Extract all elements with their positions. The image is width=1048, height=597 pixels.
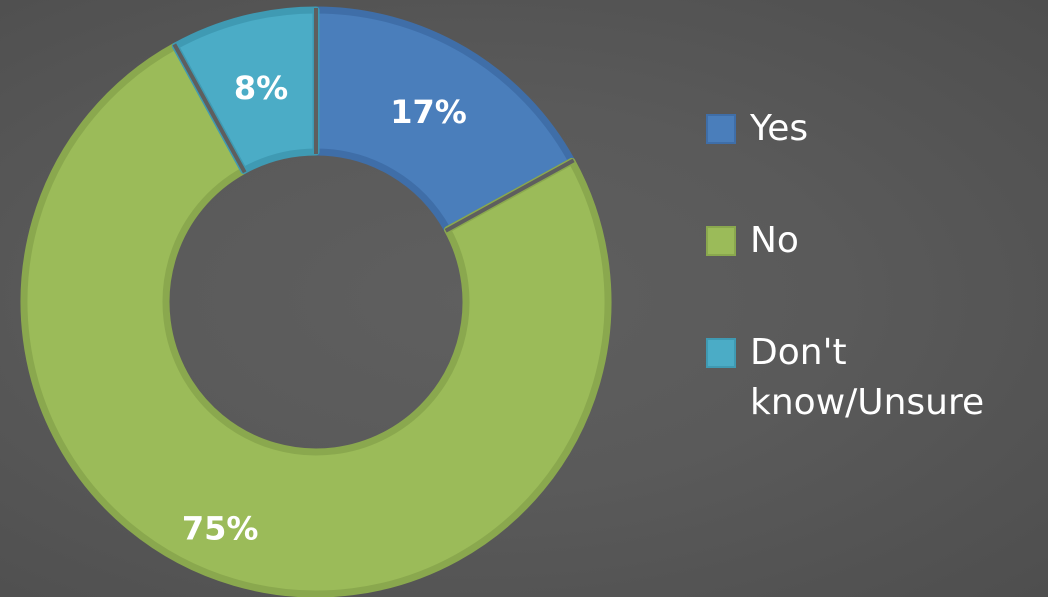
- legend-label-yes: Yes: [750, 108, 809, 149]
- donut-chart: 17% 75% 8%: [20, 6, 612, 597]
- slice-label-yes: 17%: [390, 93, 467, 131]
- slice-label-dont-know: 8%: [234, 69, 288, 107]
- legend-swatch-dont-know: [706, 338, 736, 368]
- slice-divider-dont-know: [172, 43, 247, 174]
- slice-label-no: 75%: [182, 510, 259, 548]
- chart-legend: Yes No Don't know/Unsure: [706, 104, 1042, 490]
- donut-slice-yes: [312, 6, 576, 234]
- legend-item-no: No: [706, 216, 1042, 266]
- legend-item-yes: Yes: [706, 104, 1042, 154]
- legend-label-dont-know: Don't know/Unsure: [750, 332, 985, 423]
- legend-label-no: No: [750, 220, 799, 261]
- legend-swatch-yes: [706, 114, 736, 144]
- slice-divider-no: [444, 158, 575, 233]
- donut-slice-no: [20, 42, 612, 597]
- legend-item-dont-know: Don't know/Unsure: [706, 328, 1042, 428]
- legend-swatch-no: [706, 226, 736, 256]
